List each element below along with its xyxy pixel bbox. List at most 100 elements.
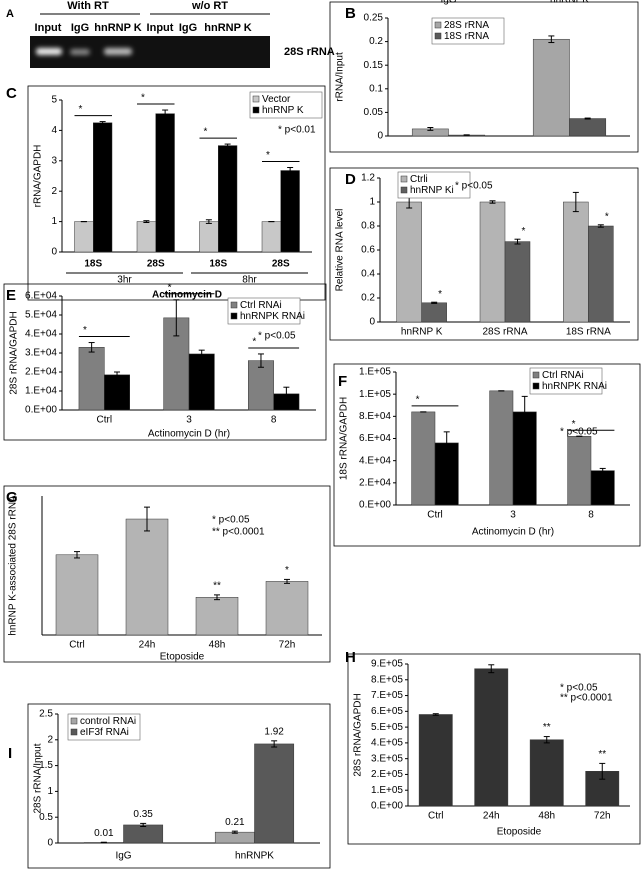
gel-band (70, 49, 90, 55)
y-axis-label: rRNA/Input (335, 52, 346, 102)
y-axis-label: 28S rRNA/Input (33, 743, 44, 813)
error-bar (205, 219, 212, 224)
significance-star: * (141, 93, 145, 104)
error-bar (88, 342, 95, 353)
y-axis-label: hnRNP K-associated 28S rRNA (8, 495, 19, 636)
x-tick-label: Ctrl (69, 640, 85, 651)
y-tick-label: 9.E+05 (371, 659, 403, 670)
y-tick-label: 5.E+05 (371, 722, 403, 733)
significance-star: * (204, 127, 208, 138)
error-bar (271, 740, 278, 748)
panel-frame (329, 167, 639, 341)
bar (254, 743, 295, 844)
bar (265, 581, 309, 636)
x-tick-label: Ctrl (97, 415, 113, 426)
bar (489, 390, 514, 506)
bar (104, 374, 130, 411)
bar (532, 38, 570, 137)
legend-swatch (70, 717, 78, 725)
x-tick-label: 72h (279, 640, 296, 651)
panel-frame (27, 703, 331, 869)
significance-star: * (285, 565, 289, 576)
legend-label: Ctrl RNAi (240, 300, 282, 311)
panel-frame (347, 653, 641, 845)
significance-star: * (266, 150, 270, 161)
bar (588, 225, 614, 323)
bar (93, 122, 113, 253)
group-label: 3hr (117, 275, 132, 286)
panel-letter: E (6, 287, 16, 304)
legend-label: Ctrl RNAi (542, 370, 584, 381)
bar (218, 145, 238, 253)
error-bar (143, 220, 150, 224)
bar (529, 739, 564, 807)
error-bar (231, 830, 238, 834)
panel-letter: B (345, 5, 356, 22)
y-tick-label: 0.05 (364, 107, 384, 118)
legend-swatch (532, 382, 540, 390)
gel-panel: A With RT w/o RT Input IgG hnRNP K Input… (6, 0, 335, 68)
gel-lane: hnRNP K (94, 22, 142, 34)
gel-image (30, 36, 270, 68)
y-tick-label: 0.4 (361, 269, 375, 280)
y-tick-label: 5 (51, 95, 57, 106)
y-tick-label: 1.5 (39, 760, 53, 771)
bar (567, 436, 592, 506)
error-bar (140, 822, 147, 827)
legend-swatch (230, 312, 238, 320)
y-tick-label: 1.E+04 (25, 386, 57, 397)
gel-band (104, 48, 132, 55)
error-bar (114, 371, 121, 379)
significance-star: * (438, 289, 442, 300)
legend-label: eIF3f RNAi (80, 727, 129, 738)
error-bar (584, 117, 591, 120)
x-tick-label: 18S (209, 259, 227, 270)
y-tick-label: 1.E+05 (371, 785, 403, 796)
x-tick-label: IgG (440, 0, 456, 6)
y-tick-label: 4.E+05 (371, 738, 403, 749)
panel-letter: D (345, 171, 356, 188)
legend-swatch (230, 301, 238, 309)
note: * p<0.01 (278, 125, 316, 136)
error-bar (443, 431, 450, 455)
y-tick-label: 6.E+04 (25, 291, 57, 302)
y-axis-label: Relative RNA level (335, 209, 346, 292)
panel-letter: G (6, 489, 18, 506)
x-axis-label: Etoposide (160, 652, 205, 663)
error-bar (284, 578, 290, 584)
legend-swatch (400, 175, 408, 183)
y-tick-label: 0 (377, 131, 383, 142)
x-tick-label: Ctrl (427, 510, 443, 521)
y-tick-label: 1 (47, 786, 53, 797)
y-tick-label: 3.E+04 (25, 348, 57, 359)
y-tick-label: 6.E+05 (371, 706, 403, 717)
significance-star: * (83, 325, 87, 336)
y-tick-label: 1.E+05 (359, 367, 391, 378)
x-tick-label: 18S rRNA (566, 327, 611, 338)
x-tick-label: Ctrl (428, 811, 444, 822)
y-tick-label: 4.E+04 (25, 329, 57, 340)
y-tick-label: 2 (51, 186, 57, 197)
error-bar (572, 191, 579, 213)
bar (78, 347, 105, 411)
y-tick-label: 1 (51, 216, 57, 227)
note: * p<0.05 (560, 683, 598, 694)
error-bar (431, 301, 438, 304)
value-label: 1.92 (264, 726, 284, 737)
y-tick-label: 0.2 (369, 36, 383, 47)
bar (125, 518, 169, 636)
y-tick-label: 0 (47, 838, 53, 849)
bar (155, 113, 175, 253)
x-tick-label: 24h (139, 640, 156, 651)
error-bar (257, 353, 264, 368)
panel-frame (333, 363, 641, 547)
panel-frame (3, 283, 327, 441)
note: * p<0.05 (560, 427, 598, 438)
bar (280, 170, 300, 253)
panel-letter: I (8, 745, 12, 762)
note: * p<0.05 (455, 181, 493, 192)
y-tick-label: 0.2 (361, 293, 375, 304)
x-tick-label: 8 (271, 415, 277, 426)
bar (136, 221, 156, 253)
note: ** p<0.0001 (212, 527, 265, 538)
